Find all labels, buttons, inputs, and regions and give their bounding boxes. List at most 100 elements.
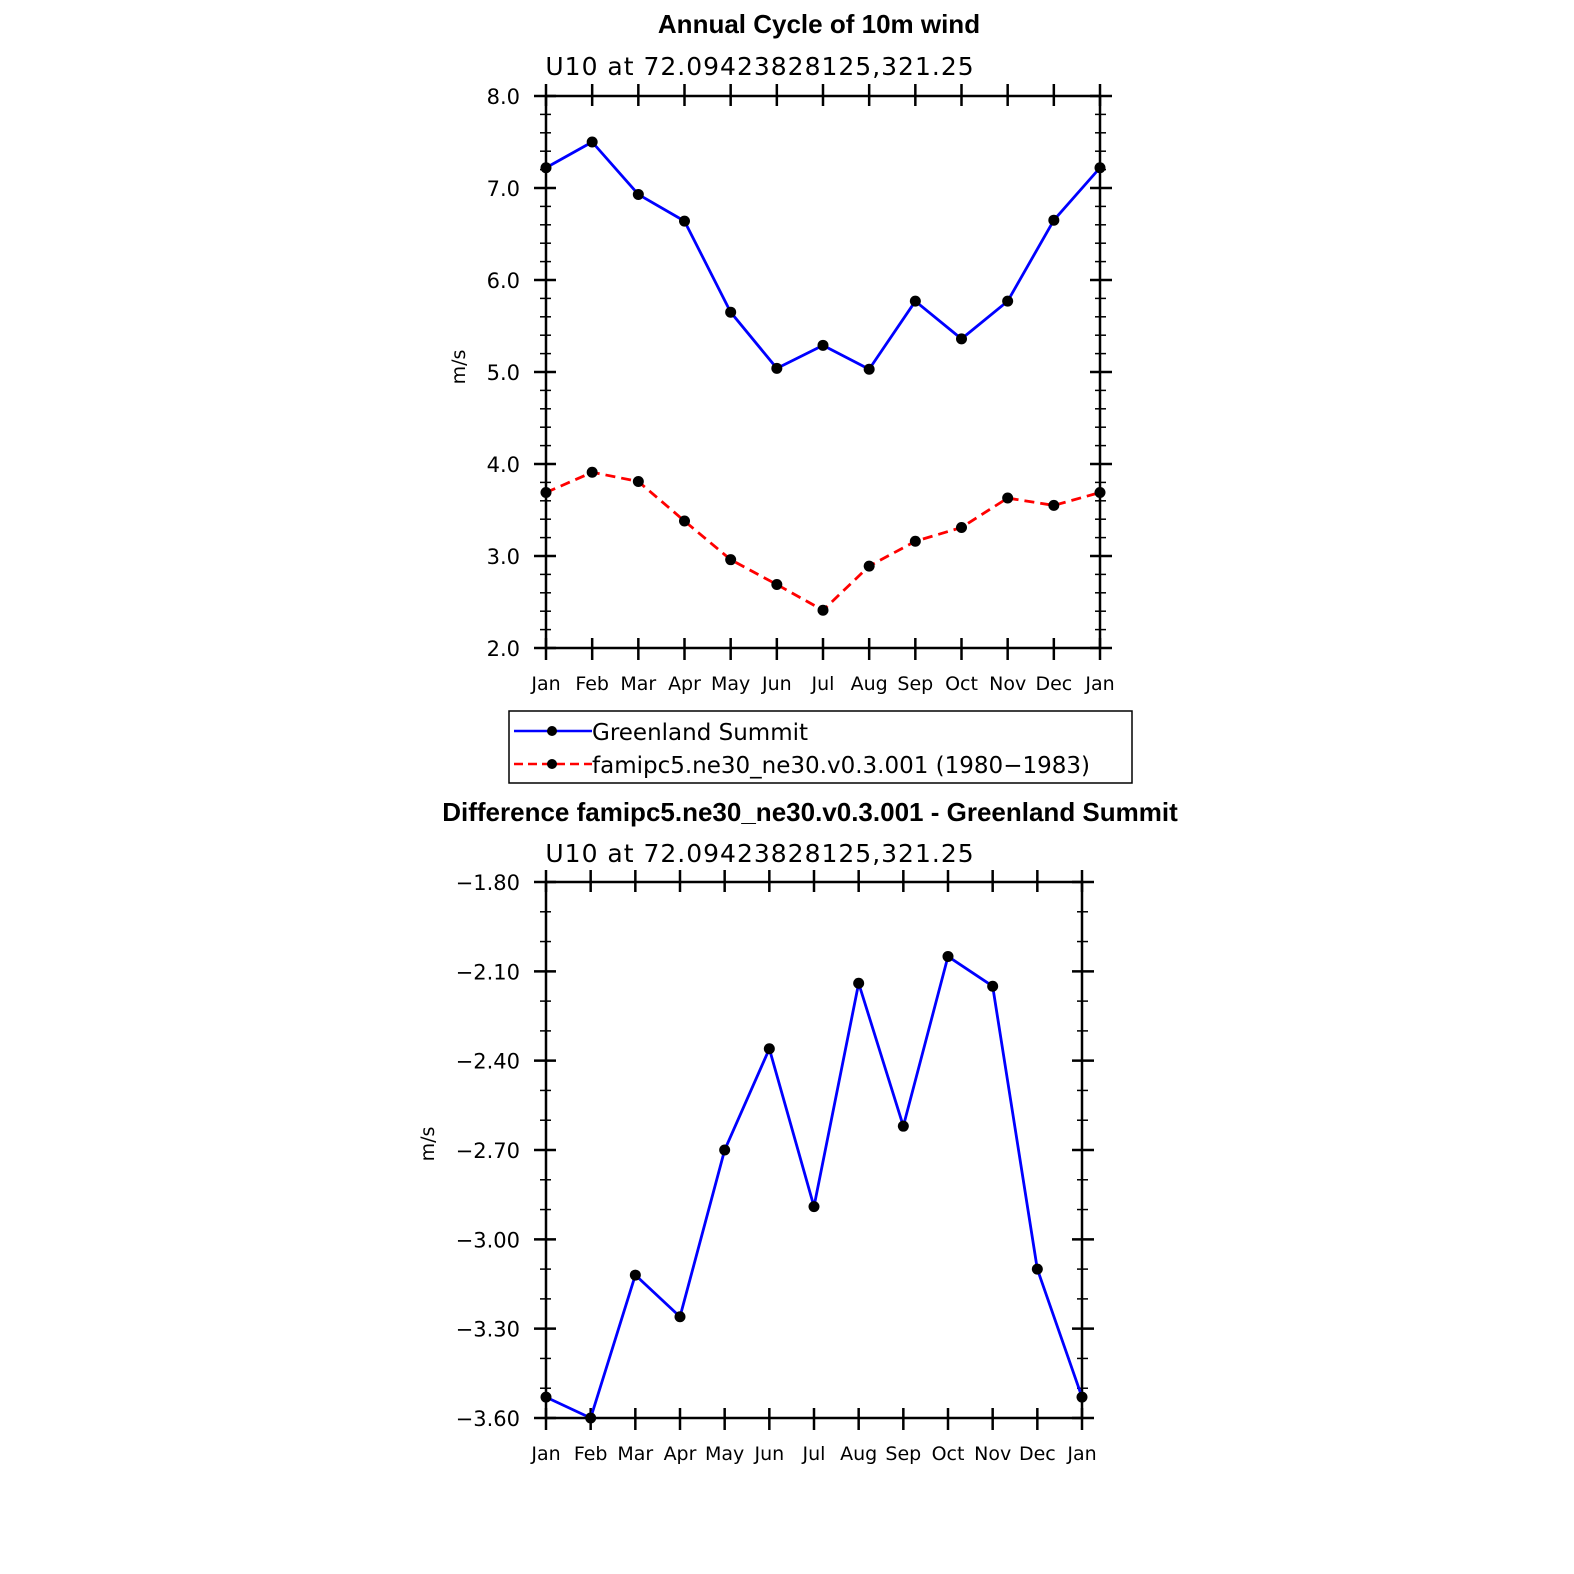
- x-tick-label: Apr: [664, 1443, 697, 1465]
- x-tick-label: Dec: [1035, 673, 1072, 695]
- y-tick-label: 2.0: [487, 637, 520, 661]
- y-tick-label: −2.70: [456, 1139, 520, 1163]
- y-tick-label: −2.10: [456, 960, 520, 984]
- data-point-0: [863, 363, 875, 375]
- data-point-0: [853, 977, 865, 989]
- x-tick-label: Jan: [530, 1443, 560, 1465]
- data-point-1: [1048, 499, 1060, 511]
- chart-subtitle: U10 at 72.09423828125,321.25: [545, 52, 974, 81]
- x-tick-label: Feb: [575, 673, 609, 695]
- data-point-0: [942, 950, 954, 962]
- data-point-1: [1002, 492, 1014, 504]
- x-tick-label: Jul: [802, 1443, 826, 1465]
- data-point-0: [909, 295, 921, 307]
- data-point-0: [1002, 295, 1014, 307]
- x-tick-label: Apr: [668, 673, 701, 695]
- y-tick-label: 7.0: [487, 177, 520, 201]
- plot-border: [544, 880, 1084, 1420]
- y-tick-label: 6.0: [487, 269, 520, 293]
- y-tick-label: −3.60: [456, 1407, 520, 1431]
- legend: Greenland Summit famipc5.ne30_ne30.v0.3.…: [508, 710, 1133, 784]
- x-tick-label: Nov: [989, 673, 1026, 695]
- x-tick-label: Jun: [753, 1443, 784, 1465]
- x-tick-label: May: [705, 1443, 744, 1465]
- data-point-0: [719, 1144, 731, 1156]
- data-point-0: [987, 980, 999, 992]
- data-point-0: [540, 162, 552, 174]
- data-point-0: [763, 1043, 775, 1055]
- data-point-0: [1031, 1263, 1043, 1275]
- legend-marker-greenland: [547, 726, 557, 736]
- data-point-1: [909, 535, 921, 547]
- chart-title: Annual Cycle of 10m wind: [658, 9, 980, 39]
- data-point-1: [1094, 487, 1106, 499]
- data-point-0: [771, 362, 783, 374]
- series-line-1: [545, 470, 1101, 612]
- axis-ticks: [534, 870, 1094, 1430]
- y-axis-label: m/s: [448, 350, 470, 385]
- data-point-1: [540, 487, 552, 499]
- axes-frame: [544, 94, 1102, 650]
- y-tick-label: 8.0: [487, 85, 520, 109]
- axis-ticks: [534, 84, 1112, 660]
- data-point-1: [863, 560, 875, 572]
- y-tick-label: −2.40: [456, 1050, 520, 1074]
- x-tick-label: Sep: [885, 1443, 921, 1465]
- x-tick-label: Jun: [761, 673, 792, 695]
- x-tick-label: Oct: [945, 673, 978, 695]
- chart-subtitle: U10 at 72.09423828125,321.25: [545, 839, 974, 868]
- x-tick-label: Jul: [811, 673, 835, 695]
- x-tick-label: Nov: [974, 1443, 1011, 1465]
- data-point-1: [771, 579, 783, 591]
- data-point-0: [629, 1269, 641, 1281]
- series-line-0: [545, 140, 1102, 371]
- data-point-1: [725, 554, 737, 566]
- data-point-1: [632, 475, 644, 487]
- x-tick-label: May: [711, 673, 750, 695]
- data-series: [540, 950, 1088, 1424]
- data-series: [540, 136, 1106, 616]
- data-point-0: [1094, 162, 1106, 174]
- x-tick-label: Aug: [851, 673, 888, 695]
- x-tick-label: Jan: [1066, 1443, 1096, 1465]
- x-tick-label: Aug: [840, 1443, 877, 1465]
- legend-marker-model: [547, 759, 557, 769]
- y-tick-label: −3.30: [456, 1318, 520, 1342]
- y-tick-label: 5.0: [487, 361, 520, 385]
- data-point-0: [817, 339, 829, 351]
- data-point-0: [674, 1311, 686, 1323]
- y-tick-label: 4.0: [487, 453, 520, 477]
- data-point-0: [897, 1120, 909, 1132]
- x-tick-label: Jan: [530, 673, 560, 695]
- tick-labels: Jan Feb Mar Apr May Jun Jul Aug Sep Oct Nov Dec Jan−…: [456, 871, 1097, 1465]
- data-point-0: [1048, 214, 1060, 226]
- tick-labels: Jan Feb Mar Apr May Jun Jul Aug Sep Oct Nov Dec Jan 2…: [487, 85, 1115, 695]
- chart-title: Difference famipc5.ne30_ne30.v0.3.001 - …: [442, 797, 1178, 827]
- series-line-0: [545, 955, 1084, 1420]
- axes-frame: [544, 880, 1084, 1420]
- y-tick-label: −3.00: [456, 1228, 520, 1252]
- data-point-0: [808, 1201, 820, 1213]
- data-point-0: [585, 1412, 597, 1424]
- y-tick-label: 3.0: [487, 545, 520, 569]
- x-tick-label: Mar: [617, 1443, 653, 1465]
- y-axis-label: m/s: [417, 1127, 439, 1162]
- data-point-0: [1076, 1391, 1088, 1403]
- x-tick-label: Dec: [1019, 1443, 1056, 1465]
- annual-cycle-chart: Annual Cycle of 10m wind U10 at 72.09423…: [448, 9, 1115, 695]
- data-point-1: [956, 521, 967, 533]
- legend-entry-model: famipc5.ne30_ne30.v0.3.001 (1980−1983): [592, 753, 1090, 779]
- data-point-0: [632, 188, 644, 200]
- data-point-1: [817, 604, 829, 616]
- x-tick-label: Jan: [1084, 673, 1114, 695]
- x-tick-label: Oct: [932, 1443, 965, 1465]
- data-point-0: [956, 333, 967, 345]
- legend-entry-greenland: Greenland Summit: [592, 720, 808, 746]
- data-point-0: [586, 136, 598, 148]
- data-point-0: [725, 306, 737, 318]
- data-point-1: [679, 515, 690, 527]
- x-tick-label: Feb: [574, 1443, 608, 1465]
- data-point-0: [679, 215, 690, 227]
- x-tick-label: Mar: [620, 673, 656, 695]
